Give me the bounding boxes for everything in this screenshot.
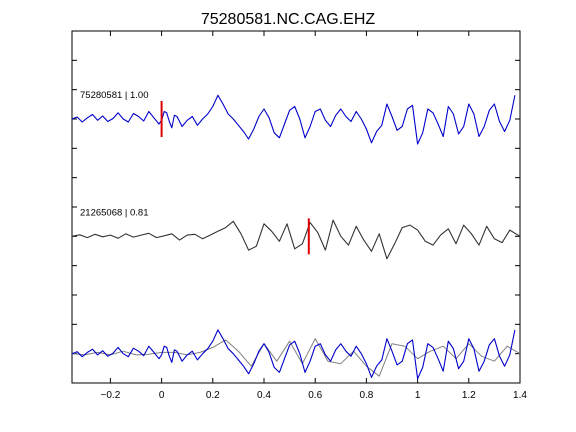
trace-2-line	[71, 219, 521, 260]
x-tick-label: 0.4	[257, 390, 271, 401]
x-tick-label: 1.4	[513, 390, 527, 401]
x-tick-label: 0.2	[206, 390, 220, 401]
trace-label: 21265068 | 0.81	[80, 207, 149, 218]
plot-area: −0.2 0 0.2 0.4 0.6 0.8 1 1.2 1.4 75280581 | 1.00 2…	[71, 30, 527, 401]
x-tick-label: 0.8	[359, 390, 373, 401]
trace-overlay-shifted	[71, 338, 521, 377]
trace-label: 75280581 | 1.00	[80, 90, 149, 101]
x-tick-label: 1	[415, 390, 421, 401]
trace-1-line	[71, 94, 516, 145]
x-tick-label: −0.2	[101, 390, 121, 401]
trace-3-line	[71, 329, 516, 380]
chart-title: 75280581.NC.CAG.EHZ	[201, 11, 376, 28]
x-tick-label: 0	[159, 390, 165, 401]
x-tick-label: 1.2	[462, 390, 476, 401]
x-tick-label: 0.6	[308, 390, 322, 401]
